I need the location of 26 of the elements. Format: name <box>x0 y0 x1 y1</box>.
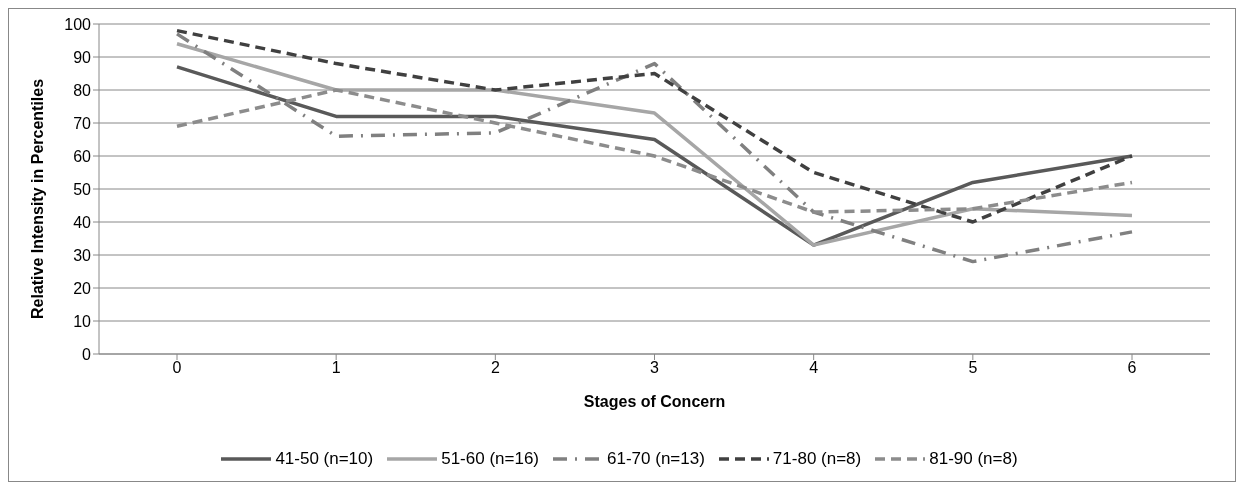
y-tick-label: 0 <box>82 345 92 363</box>
legend-label: 41-50 (n=10) <box>275 449 374 469</box>
x-axis-title: Stages of Concern <box>583 393 726 410</box>
legend-label: 51-60 (n=16) <box>441 449 540 469</box>
y-tick-label: 20 <box>73 279 92 297</box>
y-axis-title: Relative Intensity in Percentiles <box>28 78 46 319</box>
y-tick-label: 50 <box>73 180 92 198</box>
line-series <box>175 28 1134 224</box>
x-tick-label: 0 <box>172 359 182 377</box>
x-tick-label: 4 <box>809 359 819 377</box>
x-tick-label: 2 <box>490 359 500 377</box>
y-tick-label: 70 <box>73 114 92 132</box>
y-tick-label: 100 <box>64 15 92 33</box>
y-tick-label: 10 <box>73 312 92 330</box>
x-tick-label: 3 <box>650 359 660 377</box>
legend-label: 71-80 (n=8) <box>772 449 862 469</box>
legend-label: 81-90 (n=8) <box>929 449 1018 469</box>
y-tick-label: 90 <box>73 48 92 66</box>
x-tick-label: 6 <box>1127 359 1137 377</box>
y-tick-label: 60 <box>73 147 92 165</box>
legend-label: 61-70 (n=13) <box>607 449 705 469</box>
x-tick-label: 5 <box>968 359 978 377</box>
y-tick-label: 30 <box>73 246 92 264</box>
x-tick-label: 1 <box>331 359 341 377</box>
y-tick-label: 40 <box>73 213 92 231</box>
y-tick-label: 80 <box>73 81 92 99</box>
